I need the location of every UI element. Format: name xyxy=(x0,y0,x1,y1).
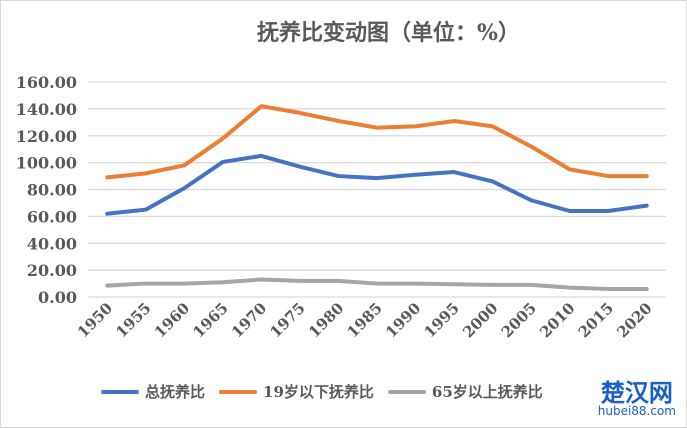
x-tick-label: 1980 xyxy=(305,299,347,341)
x-tick-label: 2000 xyxy=(459,299,501,341)
legend-label: 总抚养比 xyxy=(145,383,206,401)
series-line-总抚养比 xyxy=(105,153,649,216)
x-tick-label: 2005 xyxy=(498,299,540,341)
legend-label: 19岁以下抚养比 xyxy=(263,383,374,401)
legend-swatch xyxy=(219,389,258,394)
legend-item-total: 总抚养比 xyxy=(101,381,205,402)
legend-label: 65岁以上抚养比 xyxy=(431,383,543,401)
y-tick-label: 0.00 xyxy=(38,288,77,307)
x-tick-label: 2010 xyxy=(536,299,578,341)
legend-item-over65: 65岁以上抚养比 xyxy=(387,381,543,402)
series-line-19岁以下抚养比 xyxy=(105,104,649,180)
x-tick-label: 1990 xyxy=(382,299,424,341)
y-tick-label: 140.00 xyxy=(16,100,77,119)
y-tick-label: 80.00 xyxy=(27,181,77,200)
x-tick-label: 1965 xyxy=(189,299,231,341)
x-tick-label: 2020 xyxy=(613,299,655,341)
y-tick-label: 20.00 xyxy=(27,261,77,280)
legend: 总抚养比 19岁以下抚养比 65岁以上抚养比 xyxy=(101,381,543,402)
x-tick-label: 2015 xyxy=(575,299,617,341)
x-tick-label: 1950 xyxy=(74,299,116,341)
x-tick-label: 1985 xyxy=(344,299,386,341)
legend-swatch xyxy=(387,389,426,394)
y-tick-label: 160.00 xyxy=(16,73,77,92)
x-tick-label: 1960 xyxy=(151,299,193,341)
x-tick-label: 1975 xyxy=(267,299,309,341)
watermark-logo: 楚汉网 hubei88.com xyxy=(598,373,676,418)
y-tick-label: 100.00 xyxy=(16,154,77,173)
chart-title: 抚养比变动图（单位：%） xyxy=(257,20,520,46)
x-tick-label: 1995 xyxy=(421,299,463,341)
y-tick-label: 120.00 xyxy=(16,127,77,146)
series-line-65岁以上抚养比 xyxy=(105,277,649,291)
y-tick-label: 60.00 xyxy=(27,207,77,226)
legend-swatch xyxy=(101,389,139,394)
legend-item-under19: 19岁以下抚养比 xyxy=(219,381,374,402)
x-tick-label: 1970 xyxy=(228,299,270,341)
y-tick-label: 40.00 xyxy=(27,234,77,253)
x-tick-label: 1955 xyxy=(112,299,154,341)
watermark-name: 楚汉网 xyxy=(600,379,673,407)
watermark-url: hubei88.com xyxy=(597,404,676,418)
